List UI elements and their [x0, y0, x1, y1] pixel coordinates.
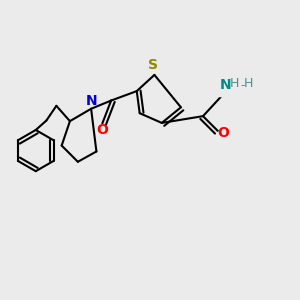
Text: N: N [220, 78, 232, 92]
Text: H: H [231, 82, 240, 95]
Text: S: S [148, 58, 158, 73]
Text: H: H [244, 77, 253, 90]
Text: N: N [86, 94, 98, 108]
Text: N: N [217, 83, 229, 98]
Text: O: O [96, 123, 108, 137]
Text: -: - [241, 79, 245, 92]
Text: H: H [224, 84, 234, 97]
Text: O: O [217, 126, 229, 140]
Bar [218, 78, 253, 95]
Text: H: H [230, 77, 239, 90]
